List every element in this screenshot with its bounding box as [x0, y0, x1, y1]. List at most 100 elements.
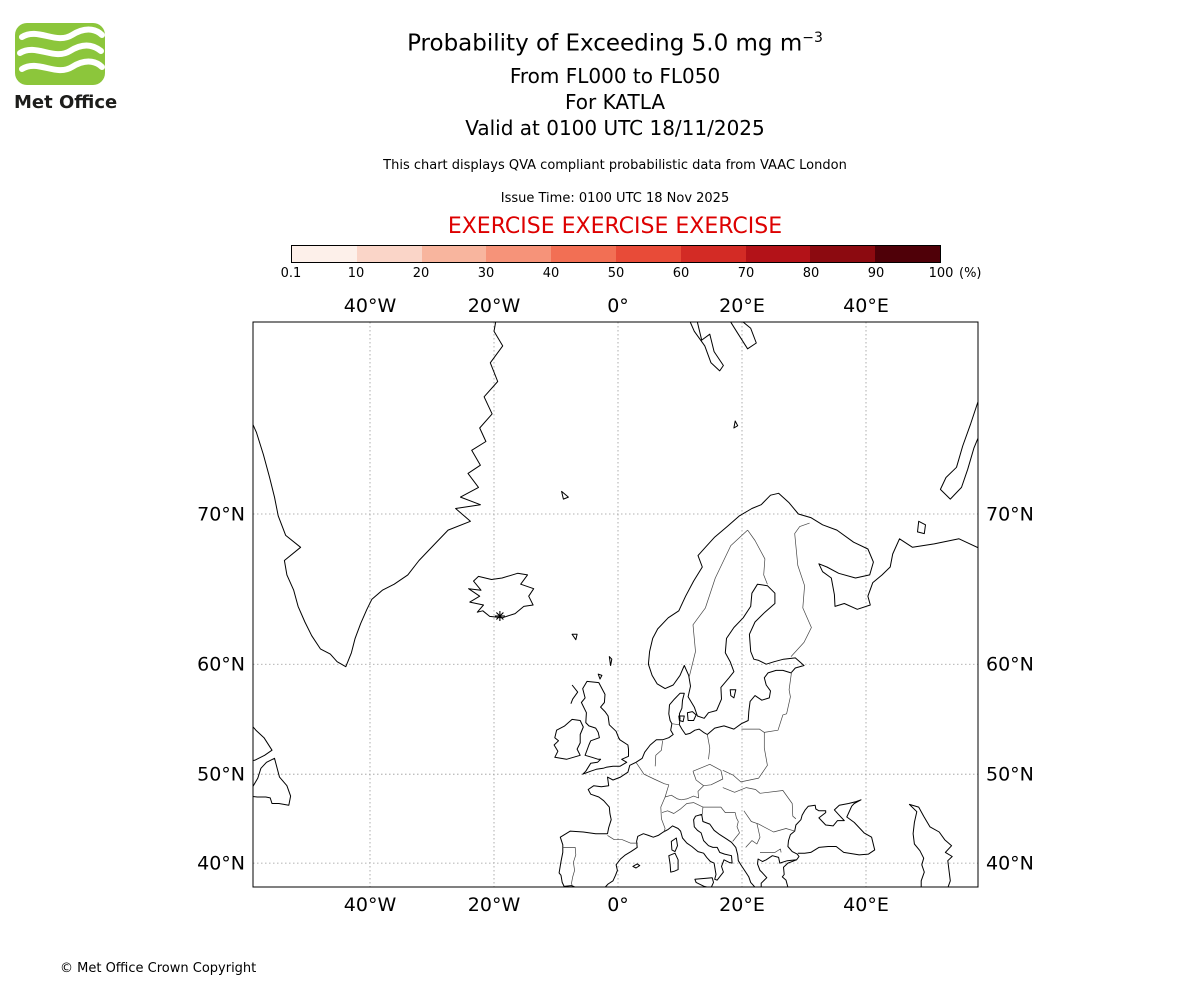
lon-label-bottom: 40°W [344, 894, 397, 916]
coastline-iceland [468, 572, 535, 619]
volcano-marker-katla [494, 611, 505, 622]
coastline-svalbard-west [689, 322, 724, 372]
map-canvas: 40°W 40°W 20°W 20°W 0° 0° 20°E 20°E 40°E 40°E 70°N… [197, 295, 1034, 916]
colorbar-segment [356, 246, 422, 262]
coastline-caspian-sea [908, 803, 953, 887]
lat-label-left: 40°N [197, 853, 245, 875]
volcano-subtitle: For KATLA [565, 90, 665, 114]
colorbar-segment [680, 246, 746, 262]
lon-label-bottom: 40°E [843, 894, 889, 916]
lat-label-right: 50°N [986, 764, 1034, 786]
coastline-zealand [686, 711, 697, 721]
coastline-greenland [253, 322, 504, 668]
flight-level-subtitle: From FL000 to FL050 [509, 64, 721, 88]
lat-label-right: 40°N [986, 853, 1034, 875]
colorbar-segment [875, 246, 940, 262]
coastline-corsica [670, 837, 678, 853]
lat-label-right: 70°N [986, 504, 1034, 526]
lon-label-top: 0° [607, 295, 629, 317]
colorbar-tick-label: 50 [607, 266, 625, 281]
coastline-faroe-islands [571, 633, 578, 641]
colorbar-tick-label: 80 [802, 266, 820, 281]
border-romania-ukraine [759, 790, 797, 820]
border-czechia [692, 763, 724, 787]
chart-title-exponent: −3 [802, 30, 823, 46]
lon-label-bottom: 20°E [719, 894, 765, 916]
colorbar-tick-labels: 0.1 10 20 30 40 50 60 70 80 90 100 [281, 266, 954, 282]
copyright-text: © Met Office Crown Copyright [60, 961, 257, 976]
lat-label-right: 60°N [986, 654, 1034, 676]
coastline-gotland [729, 689, 737, 699]
colorbar-segment [551, 246, 616, 262]
coastline-kolguev [917, 520, 926, 535]
lat-label-left: 60°N [197, 654, 245, 676]
border-austria-switzerland [665, 785, 704, 801]
colorbar-segment [810, 246, 876, 262]
border-germany-poland [706, 734, 711, 760]
colorbar-tick-label: 60 [672, 266, 690, 281]
coastline-sardinia [668, 852, 679, 873]
colorbar-tick-label: 20 [412, 266, 430, 281]
coastline-ireland [553, 718, 584, 760]
lon-label-top: 40°E [843, 295, 889, 317]
border-poland-east-south [722, 732, 768, 783]
chart-title: Probability of Exceeding 5.0 mg m−3 [15, 30, 1200, 57]
coastline-funen [678, 715, 685, 723]
colorbar-segment [615, 246, 681, 262]
colorbar-segment [486, 246, 552, 262]
coastline-orkney [597, 673, 603, 680]
coastline-mallorca [632, 863, 641, 869]
coastline-anatolia-coast [781, 859, 797, 887]
met-office-logo: Met Office [14, 22, 124, 113]
lat-label-left: 50°N [197, 764, 245, 786]
border-balkans-north [702, 806, 740, 842]
coastline-sicily [694, 877, 714, 887]
coastline-jan-mayen [561, 490, 569, 500]
chart-title-text: Probability of Exceeding 5.0 mg m [407, 30, 803, 57]
colorbar-tick-label: 70 [737, 266, 755, 281]
colorbar-tick-label: 0.1 [280, 266, 302, 281]
colorbar-tick-label: 10 [347, 266, 365, 281]
coastline-novaya-zemlya [939, 400, 978, 500]
colorbar-unit-label: (%) [959, 266, 982, 281]
coastline-shetland [608, 656, 613, 666]
lon-label-top: 20°E [719, 295, 765, 317]
coastline-hebrides [570, 684, 579, 704]
border-danube-borders [743, 810, 795, 833]
border-baltics-east [741, 671, 792, 733]
coastline-great-britain [580, 680, 629, 775]
exercise-banner: EXERCISE EXERCISE EXERCISE [447, 214, 783, 239]
border-finland-russia [790, 522, 812, 657]
coastline-bear-island [733, 420, 739, 429]
lon-label-bottom: 20°W [468, 894, 521, 916]
colorbar-tick-label: 30 [477, 266, 495, 281]
colorbar-tick-label: 40 [542, 266, 560, 281]
logo-wave-3 [19, 58, 105, 74]
border-benelux-germany [654, 740, 663, 767]
qva-notice-text: This chart displays QVA compliant probab… [383, 158, 847, 173]
colorbar-segment [745, 246, 811, 262]
border-serbia-bulgaria [745, 823, 761, 848]
border-bulgaria-south [760, 848, 782, 853]
valid-time-subtitle: Valid at 0100 UTC 18/11/2025 [465, 116, 765, 140]
coastline-newfoundland [253, 757, 292, 806]
lat-label-left: 70°N [197, 504, 245, 526]
coastline-svalbard-east [730, 322, 757, 350]
colorbar-segments [291, 245, 941, 263]
border-germany-denmark [671, 723, 680, 726]
map-frame [252, 321, 979, 888]
lon-label-top: 40°W [344, 295, 397, 317]
coastline-mainland-europe [558, 492, 978, 887]
border-spain-france [607, 835, 638, 844]
issue-time-text: Issue Time: 0100 UTC 18 Nov 2025 [500, 191, 730, 206]
grid-lines [253, 322, 978, 887]
border-sweden-norway [688, 529, 748, 677]
logo-wave-2 [17, 42, 104, 58]
borders-layer [562, 522, 812, 886]
colorbar-tick-label: 90 [867, 266, 885, 281]
coastline-labrador-coast [253, 726, 273, 762]
colorbar-segment [292, 246, 357, 262]
border-france-east [635, 762, 670, 833]
border-sweden-finland [747, 529, 768, 585]
met-office-logo-graphic [15, 23, 105, 85]
